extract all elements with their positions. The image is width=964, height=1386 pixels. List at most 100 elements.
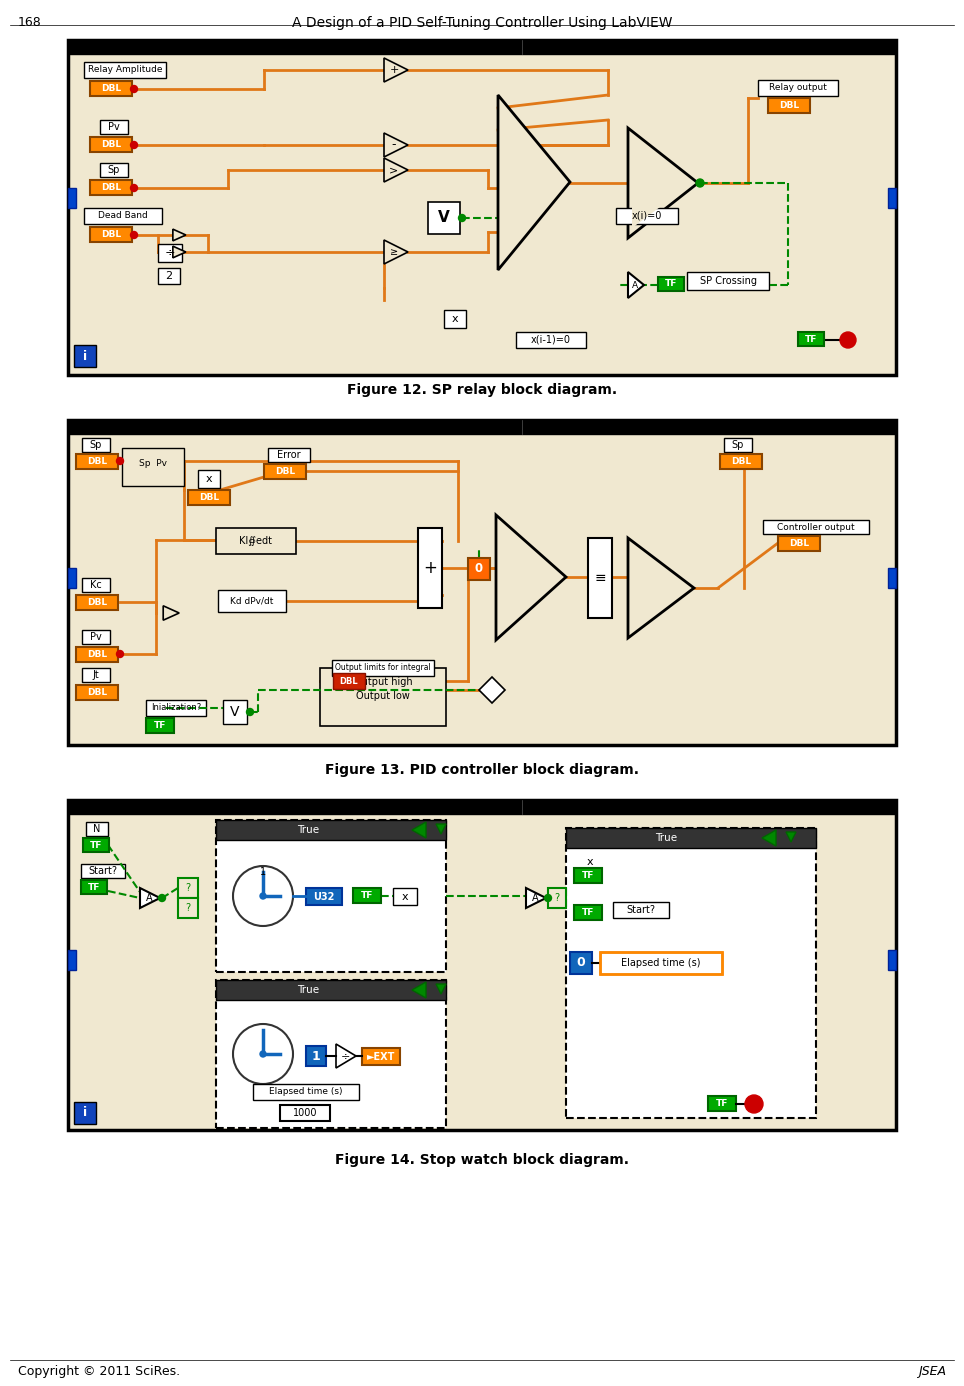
- Text: ≥: ≥: [389, 247, 398, 256]
- Text: KI∯edt: KI∯edt: [239, 536, 273, 546]
- Text: Inialization?: Inialization?: [151, 704, 201, 712]
- Circle shape: [233, 1024, 293, 1084]
- Bar: [223, 700, 247, 723]
- Text: x: x: [587, 857, 593, 868]
- Text: True: True: [297, 825, 319, 834]
- Circle shape: [117, 650, 123, 657]
- Bar: [158, 244, 182, 262]
- Text: DBL: DBL: [87, 650, 107, 658]
- Polygon shape: [384, 240, 408, 263]
- Text: Sp: Sp: [108, 165, 120, 175]
- Text: Figure 13. PID controller block diagram.: Figure 13. PID controller block diagram.: [325, 764, 639, 778]
- Bar: [888, 568, 896, 588]
- Polygon shape: [384, 158, 408, 182]
- Bar: [778, 536, 820, 552]
- Bar: [90, 80, 132, 96]
- Text: Sp  Pv: Sp Pv: [139, 460, 167, 468]
- Bar: [90, 180, 132, 195]
- Text: Output limits for integral: Output limits for integral: [335, 664, 431, 672]
- Circle shape: [745, 1095, 763, 1113]
- Bar: [84, 62, 166, 78]
- Text: >: >: [389, 165, 399, 175]
- Text: Figure 12. SP relay block diagram.: Figure 12. SP relay block diagram.: [347, 383, 617, 396]
- Bar: [253, 1084, 359, 1100]
- Bar: [548, 888, 566, 908]
- Text: ≡: ≡: [594, 571, 605, 585]
- Polygon shape: [140, 888, 160, 908]
- Text: TF: TF: [665, 280, 677, 288]
- Text: V: V: [230, 705, 240, 719]
- Polygon shape: [628, 128, 698, 238]
- Bar: [658, 277, 684, 291]
- Bar: [798, 333, 824, 346]
- Text: ?: ?: [185, 883, 191, 893]
- Circle shape: [840, 333, 856, 348]
- Text: Kc: Kc: [90, 579, 102, 590]
- Polygon shape: [628, 538, 694, 638]
- Text: 0: 0: [576, 956, 585, 969]
- Bar: [393, 888, 417, 905]
- Circle shape: [130, 231, 138, 238]
- Bar: [216, 821, 446, 972]
- Text: TF: TF: [582, 870, 594, 880]
- Text: +: +: [389, 65, 399, 75]
- Text: Output high: Output high: [354, 676, 413, 687]
- Text: TF: TF: [88, 883, 100, 891]
- Bar: [468, 559, 490, 579]
- Text: 1: 1: [260, 868, 266, 877]
- Text: DBL: DBL: [101, 85, 121, 93]
- Circle shape: [233, 866, 293, 926]
- Bar: [68, 420, 896, 746]
- Text: TF: TF: [716, 1099, 728, 1107]
- Bar: [566, 827, 816, 1119]
- Bar: [146, 700, 206, 717]
- Text: Relay output: Relay output: [769, 83, 827, 93]
- Text: Figure 14. Stop watch block diagram.: Figure 14. Stop watch block diagram.: [335, 1153, 629, 1167]
- Text: +: +: [423, 559, 437, 577]
- Bar: [720, 455, 762, 468]
- Text: Elapsed time (s): Elapsed time (s): [621, 958, 701, 967]
- Bar: [320, 668, 446, 726]
- Bar: [86, 822, 108, 836]
- Bar: [353, 888, 381, 904]
- Bar: [708, 1096, 736, 1112]
- Text: DBL: DBL: [87, 687, 107, 697]
- Bar: [616, 208, 678, 225]
- Polygon shape: [173, 229, 186, 241]
- Bar: [362, 1048, 400, 1064]
- Text: DBL: DBL: [101, 140, 121, 150]
- Bar: [516, 333, 586, 348]
- Bar: [76, 595, 118, 610]
- Text: x: x: [205, 474, 212, 484]
- Text: True: True: [655, 833, 677, 843]
- Bar: [574, 868, 602, 883]
- Bar: [198, 470, 220, 488]
- Bar: [68, 188, 76, 208]
- Text: A Design of a PID Self-Tuning Controller Using LabVIEW: A Design of a PID Self-Tuning Controller…: [292, 17, 672, 30]
- Bar: [82, 438, 110, 452]
- Text: ÷: ÷: [340, 1051, 350, 1062]
- Bar: [83, 839, 109, 852]
- Text: Kd dPv/dt: Kd dPv/dt: [230, 596, 274, 606]
- Text: ÷: ÷: [165, 247, 175, 259]
- Text: Dead Band: Dead Band: [98, 212, 147, 220]
- Text: 1: 1: [311, 1049, 320, 1063]
- Text: 168: 168: [18, 17, 41, 29]
- Text: Start?: Start?: [89, 866, 118, 876]
- Bar: [306, 1046, 326, 1066]
- Bar: [188, 491, 230, 505]
- Text: ?: ?: [185, 904, 191, 913]
- Text: DBL: DBL: [779, 101, 799, 109]
- Polygon shape: [479, 676, 505, 703]
- Polygon shape: [526, 888, 546, 908]
- Bar: [280, 1105, 330, 1121]
- Bar: [100, 121, 128, 134]
- Bar: [418, 528, 442, 608]
- Text: A: A: [532, 893, 538, 904]
- Bar: [306, 888, 342, 905]
- Polygon shape: [412, 822, 426, 839]
- Bar: [268, 448, 310, 462]
- Text: 0: 0: [475, 563, 483, 575]
- Bar: [613, 902, 669, 918]
- Bar: [100, 164, 128, 177]
